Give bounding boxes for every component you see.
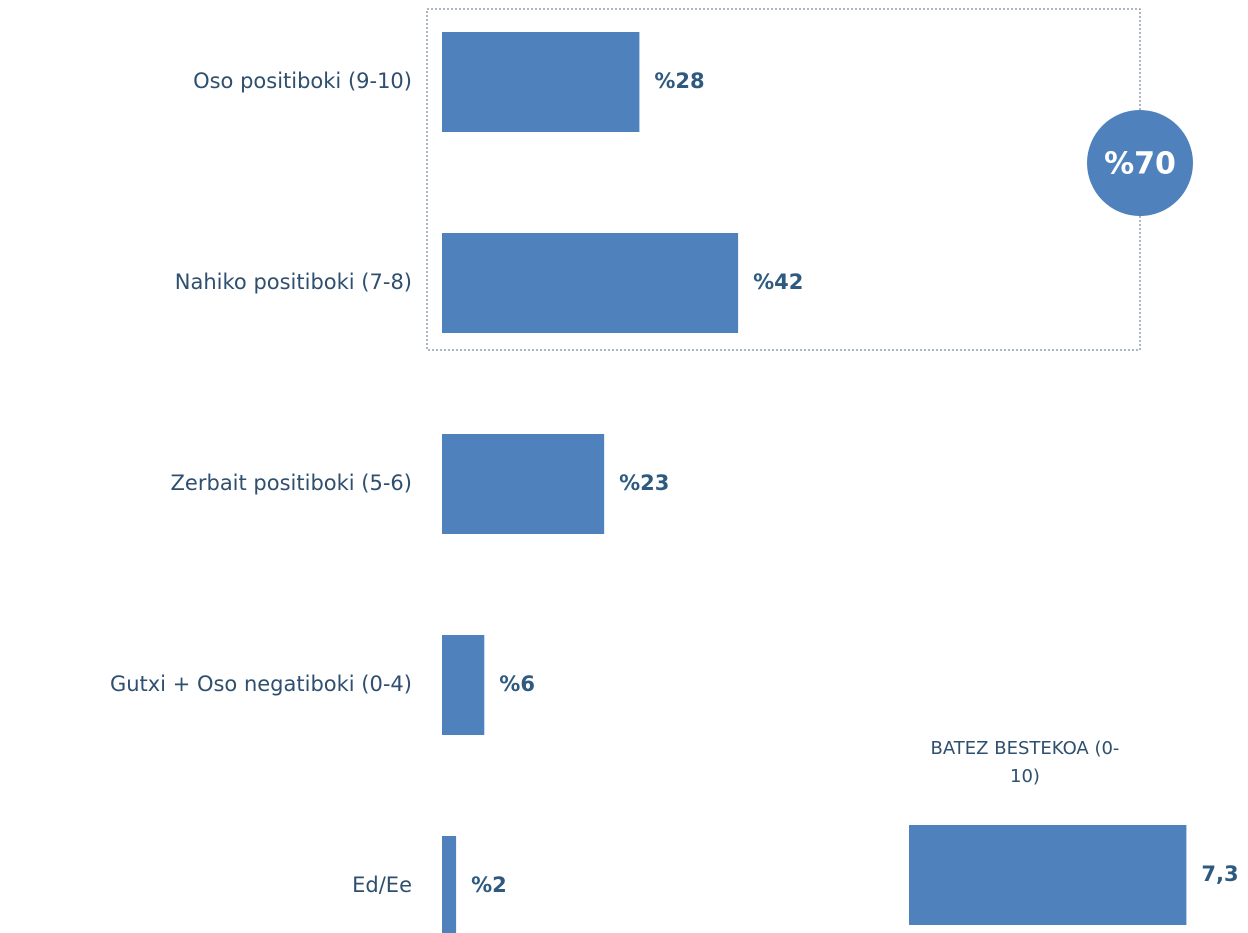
bar (442, 635, 485, 735)
bar (909, 825, 1187, 925)
bar (442, 836, 457, 933)
annotation-circle (1087, 110, 1193, 216)
value-label: 7,3 (1201, 862, 1238, 886)
bar (442, 32, 640, 132)
category-label: Zerbait positiboki (5-6) (171, 471, 412, 495)
value-label: %28 (654, 69, 704, 93)
value-label: %23 (619, 471, 669, 495)
bar (442, 434, 605, 534)
chart-title: BATEZ BESTEKOA (0-10) (930, 738, 1120, 787)
category-label: Ed/Ee (352, 873, 412, 897)
category-label: Oso positiboki (9-10) (193, 69, 412, 93)
bar (442, 233, 739, 333)
value-label: %42 (753, 270, 803, 294)
annotation: %70 (1104, 147, 1176, 182)
value-label: %6 (499, 672, 535, 696)
category-label: Gutxi + Oso negatiboki (0-4) (110, 672, 412, 696)
group-box (426, 8, 1141, 351)
category-label: Nahiko positiboki (7-8) (175, 270, 412, 294)
value-label: %2 (471, 873, 507, 897)
